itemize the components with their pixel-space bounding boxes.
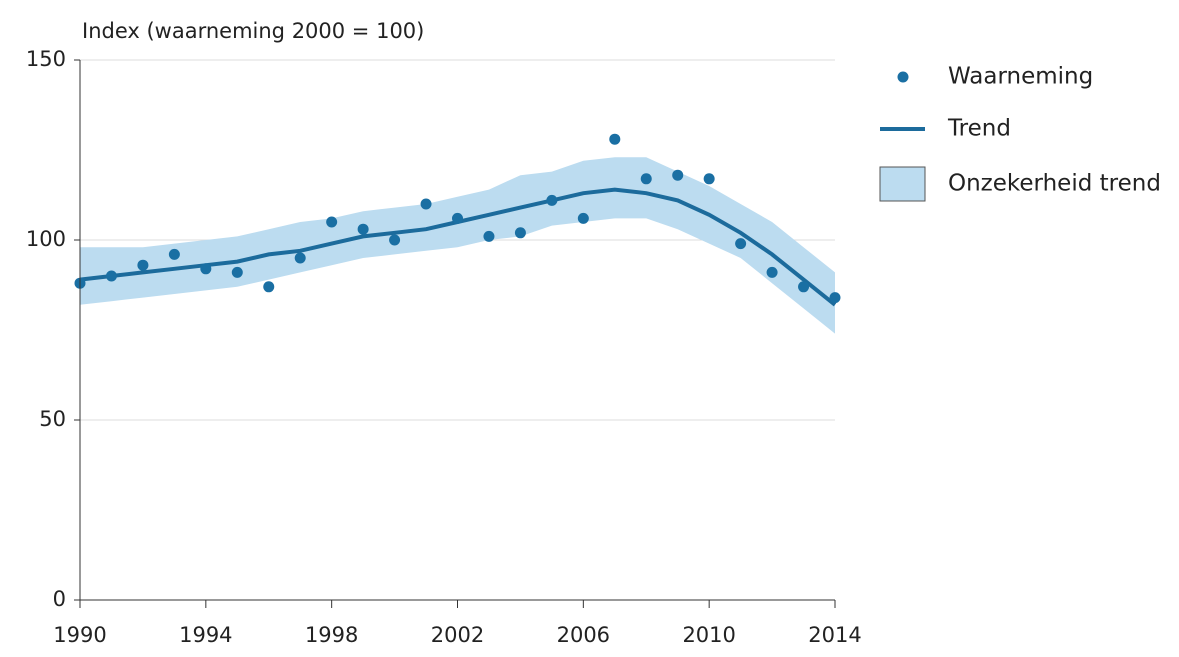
x-tick-label: 2006 bbox=[557, 623, 610, 647]
y-tick-label: 50 bbox=[39, 407, 66, 431]
uncertainty-band bbox=[80, 157, 835, 334]
observation-dot bbox=[168, 248, 180, 260]
observation-dot bbox=[577, 212, 589, 224]
observation-dot bbox=[483, 230, 495, 242]
observation-dot bbox=[452, 212, 463, 224]
y-tick-label: 100 bbox=[26, 227, 66, 251]
x-tick-label: 1998 bbox=[305, 623, 358, 647]
observation-dot bbox=[798, 281, 810, 293]
observation-dot bbox=[829, 292, 841, 304]
y-tick-label: 150 bbox=[26, 47, 66, 71]
legend-label: Trend bbox=[947, 116, 1011, 142]
legend-label: Waarneming bbox=[948, 64, 1093, 90]
observation-dot bbox=[231, 266, 243, 278]
observation-dot bbox=[420, 198, 432, 210]
x-tick-label: 2014 bbox=[808, 623, 861, 647]
observation-dot bbox=[640, 173, 652, 185]
x-tick-label: 2010 bbox=[682, 623, 735, 647]
legend-box bbox=[879, 166, 926, 202]
observation-dot bbox=[735, 238, 747, 250]
observation-dot bbox=[200, 263, 212, 275]
x-tick-label: 1994 bbox=[179, 623, 232, 647]
y-tick-label: 0 bbox=[53, 587, 66, 611]
x-tick-label: 1990 bbox=[53, 623, 106, 647]
observation-dot bbox=[137, 259, 149, 271]
observation-dot bbox=[357, 223, 369, 235]
legend-dot bbox=[897, 71, 909, 83]
legend-label: Onzekerheid trend bbox=[948, 171, 1161, 197]
observation-dot bbox=[105, 270, 117, 282]
observation-dot bbox=[609, 133, 621, 145]
observation-dot bbox=[546, 194, 558, 206]
observation-dot bbox=[263, 281, 275, 293]
observation-dot bbox=[766, 266, 778, 278]
observation-dot bbox=[703, 173, 715, 185]
observation-dot bbox=[294, 252, 306, 264]
x-tick-label: 2002 bbox=[431, 623, 484, 647]
y-axis-title: Index (waarneming 2000 = 100) bbox=[82, 19, 424, 43]
observation-dot bbox=[672, 169, 684, 181]
observation-dot bbox=[514, 227, 526, 239]
observation-dot bbox=[389, 234, 401, 246]
observation-dot bbox=[326, 216, 338, 228]
